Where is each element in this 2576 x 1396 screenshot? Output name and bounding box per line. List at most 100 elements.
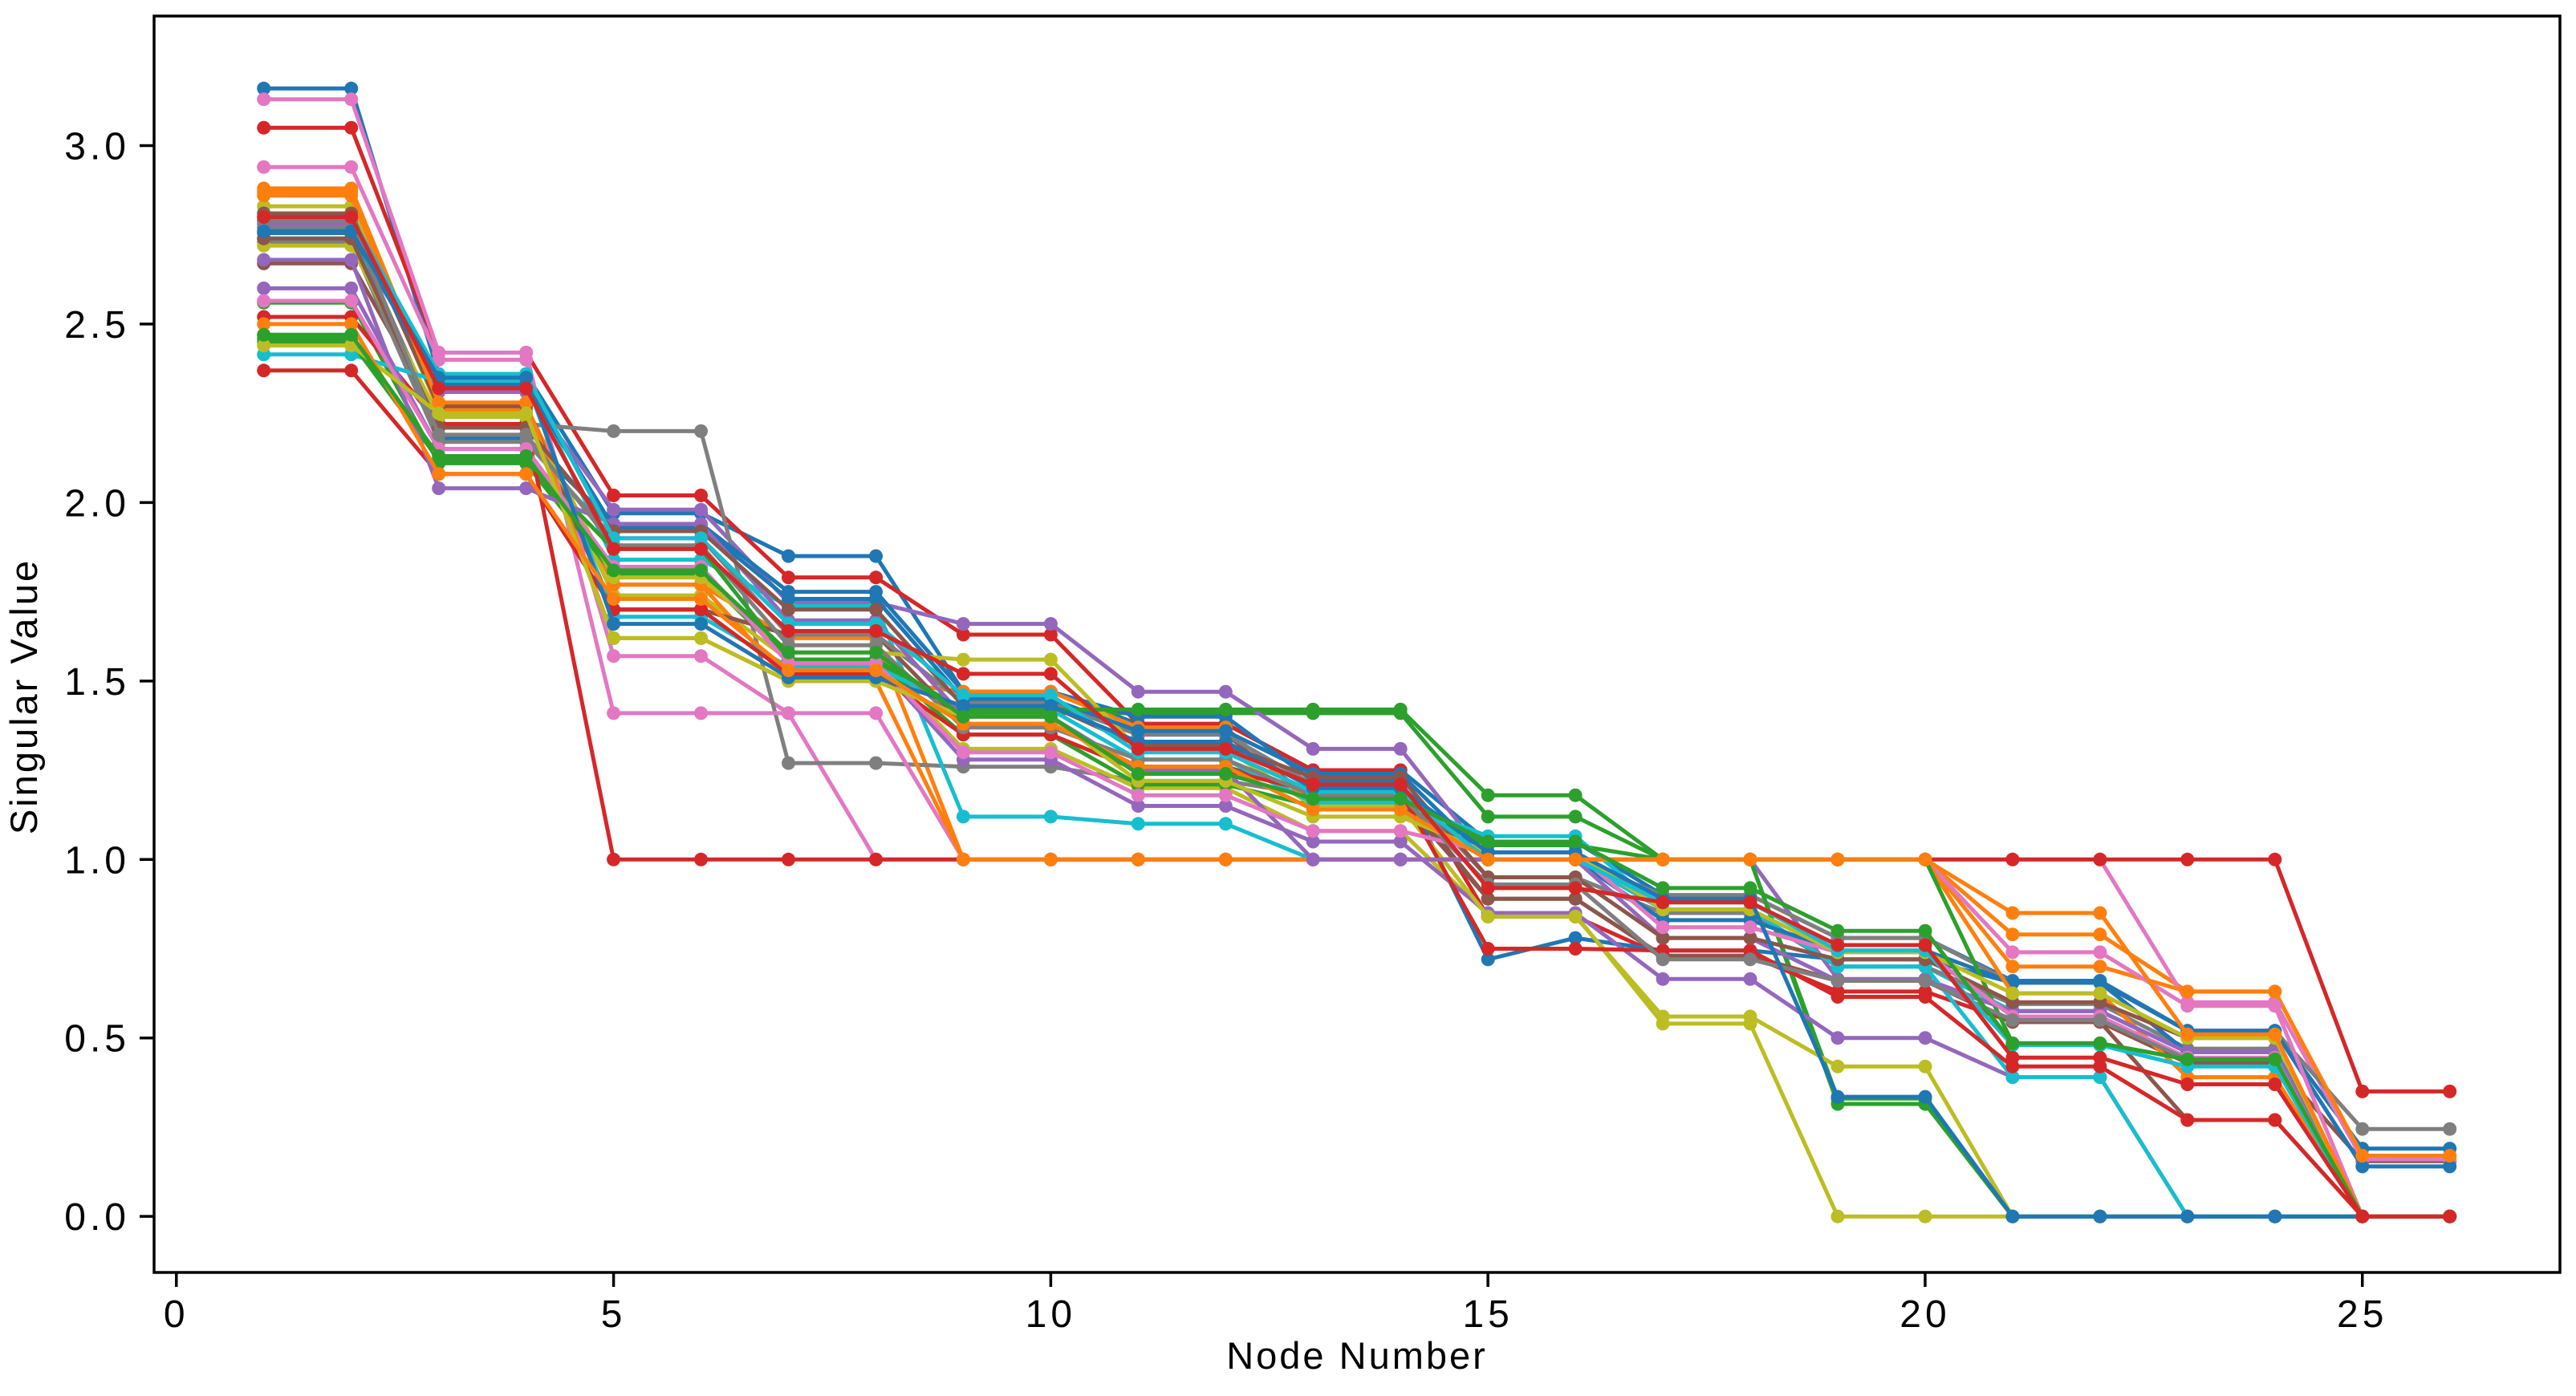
data-point — [956, 627, 970, 642]
data-point — [956, 852, 970, 866]
data-point — [607, 631, 621, 645]
data-point — [869, 624, 883, 638]
data-point — [1830, 938, 1845, 952]
data-point — [344, 81, 359, 95]
data-point — [1481, 891, 1495, 906]
series-line — [262, 352, 2452, 1219]
data-point — [1743, 931, 1757, 945]
data-point — [2355, 1209, 2370, 1224]
data-point — [1918, 990, 1932, 1004]
data-point — [1218, 817, 1233, 831]
data-point — [1131, 741, 1145, 756]
data-point — [1830, 990, 1845, 1004]
data-point — [694, 603, 708, 617]
data-point — [1393, 834, 1408, 849]
data-point — [869, 603, 883, 617]
data-point — [257, 294, 271, 308]
data-point — [607, 706, 621, 720]
series-node-04 — [257, 120, 2457, 1224]
data-point — [956, 745, 970, 760]
series-layer — [257, 81, 2457, 1224]
data-point — [1393, 802, 1408, 817]
data-point — [257, 339, 271, 353]
data-point — [1918, 1031, 1932, 1045]
data-point — [956, 652, 970, 667]
data-point — [694, 563, 708, 578]
y-tick-label: 1.0 — [64, 839, 130, 882]
series-line — [262, 125, 2452, 1219]
data-point — [2093, 1013, 2107, 1027]
data-point — [2005, 1050, 2020, 1065]
data-point — [607, 424, 621, 438]
series-line — [262, 240, 2452, 1219]
data-point — [607, 502, 621, 517]
data-point — [1131, 767, 1145, 781]
data-point — [2005, 906, 2020, 920]
data-point — [782, 664, 795, 677]
data-point — [956, 810, 970, 824]
series-line — [262, 215, 2452, 1219]
data-point — [694, 592, 708, 606]
data-point — [257, 81, 271, 95]
x-tick-label: 0 — [164, 1293, 189, 1336]
data-point — [1131, 852, 1145, 866]
data-point — [344, 160, 359, 174]
data-point — [782, 706, 795, 720]
data-point — [1656, 952, 1670, 967]
data-point — [2268, 1027, 2282, 1041]
axis-ticks: 0 5 10 15 20 25 0.0 0.5 1.0 1.5 2.0 2.5 3.0 — [64, 125, 2383, 1336]
data-point — [1131, 684, 1145, 699]
y-tick-label: 2.0 — [64, 482, 130, 525]
series-line — [262, 229, 2452, 1219]
data-point — [694, 617, 708, 631]
data-point — [257, 120, 271, 135]
data-point — [2180, 1052, 2195, 1066]
data-point — [1218, 852, 1233, 866]
data-point — [694, 531, 708, 546]
data-point — [1043, 617, 1058, 631]
data-point — [2268, 984, 2282, 999]
data-point — [1043, 745, 1058, 760]
data-point — [956, 667, 970, 681]
data-point — [1481, 834, 1495, 849]
data-point — [694, 424, 708, 438]
data-point — [1393, 824, 1408, 838]
data-point — [1393, 741, 1408, 756]
data-point — [694, 502, 708, 517]
data-point — [1481, 788, 1495, 802]
data-point — [1568, 931, 1583, 945]
data-point — [519, 371, 534, 385]
data-point — [1656, 920, 1670, 935]
data-point — [694, 542, 708, 556]
data-point — [1131, 799, 1145, 813]
data-point — [2355, 1122, 2370, 1136]
data-point — [519, 396, 534, 410]
data-point — [1830, 1209, 1845, 1224]
data-point — [869, 645, 883, 659]
data-point — [2443, 1149, 2457, 1163]
series-line — [262, 332, 2452, 1219]
data-point — [2005, 852, 2020, 866]
data-point — [869, 664, 883, 677]
data-point — [2093, 1036, 2107, 1050]
data-point — [2180, 984, 2195, 999]
data-point — [1306, 741, 1320, 756]
data-point — [1830, 1059, 1845, 1073]
data-point — [519, 346, 534, 359]
data-point — [1218, 741, 1233, 756]
data-point — [1131, 724, 1145, 738]
data-point — [2180, 1027, 2195, 1041]
data-point — [1568, 788, 1583, 802]
data-point — [344, 317, 359, 331]
data-point — [519, 406, 534, 420]
data-point — [1481, 942, 1495, 956]
data-point — [2355, 1084, 2370, 1098]
data-point — [519, 449, 534, 463]
data-point — [1656, 972, 1670, 986]
data-point — [1918, 852, 1932, 866]
series-line — [262, 243, 2452, 1219]
data-point — [694, 852, 708, 866]
data-point — [2180, 1209, 2195, 1224]
data-point — [1656, 881, 1670, 895]
data-point — [344, 294, 359, 308]
